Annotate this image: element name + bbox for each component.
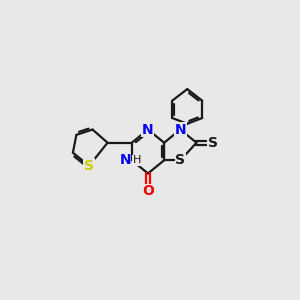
Text: N: N — [142, 123, 154, 136]
Text: N: N — [119, 153, 131, 167]
Text: O: O — [142, 184, 154, 198]
Text: N: N — [175, 123, 186, 136]
Text: S: S — [84, 159, 94, 173]
Text: S: S — [208, 136, 218, 150]
Text: H: H — [133, 155, 141, 165]
Text: S: S — [175, 153, 185, 167]
